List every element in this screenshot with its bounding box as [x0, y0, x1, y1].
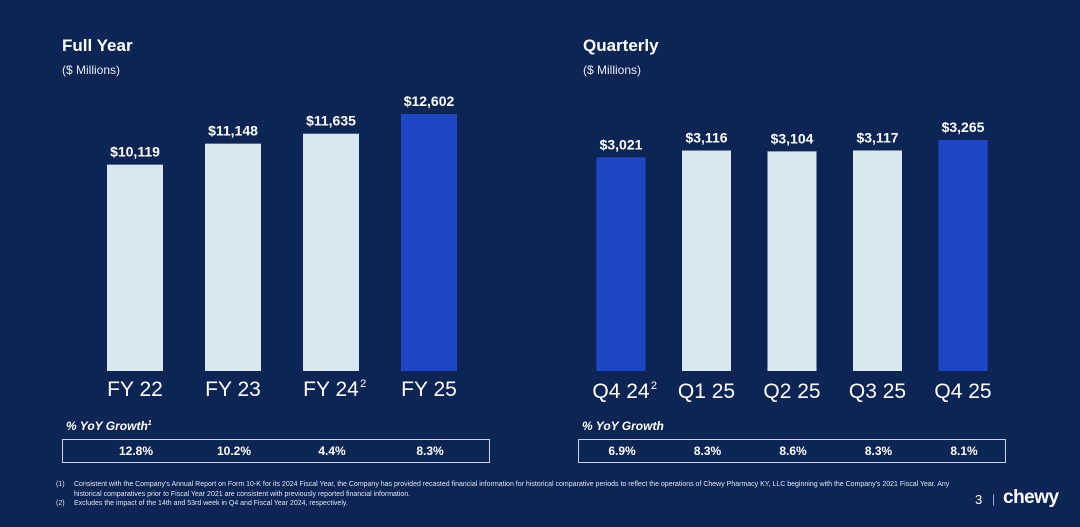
full-year-value-label: $11,635 — [306, 113, 356, 129]
quarterly-growth-value: 8.3% — [693, 444, 722, 458]
separator: | — [992, 492, 996, 506]
quarterly-bar-q3-25 — [853, 150, 902, 371]
quarterly-tick-label: Q2 25 — [763, 380, 820, 403]
full-year-growth-heading: % YoY Growth1 — [66, 419, 152, 433]
quarterly-value-label: $3,116 — [685, 130, 727, 146]
quarterly-growth-heading: % YoY Growth — [582, 419, 664, 433]
full-year-growth-row: 12.8% 10.2% 4.4% 8.3% — [62, 439, 490, 463]
quarterly-growth-value: 8.6% — [779, 444, 807, 458]
quarterly-tick-label: Q4 25 — [934, 380, 991, 403]
quarterly-value-label: $3,265 — [942, 119, 985, 135]
full-year-bar-fy-22 — [107, 164, 163, 371]
quarterly-bar-q1-25 — [682, 150, 731, 371]
quarterly-subtitle: ($ Millions) — [583, 63, 642, 77]
full-year-tick-superscript: 2 — [360, 378, 366, 390]
quarterly-value-label: $3,021 — [600, 136, 643, 152]
quarterly-value-label: $3,104 — [771, 130, 814, 146]
full-year-value-label: $10,119 — [110, 144, 160, 160]
footnotes: (1) Consistent with the Company's Annual… — [56, 480, 956, 509]
full-year-tick-label: FY 25 — [401, 378, 457, 401]
footnote-1: (1) Consistent with the Company's Annual… — [56, 481, 950, 498]
full-year-growth-value: 12.8% — [118, 444, 154, 458]
full-year-tick-label: FY 24 — [303, 378, 359, 401]
quarterly-growth-value: 8.1% — [950, 444, 978, 458]
quarterly-tick-label: Q4 24 — [592, 380, 650, 403]
full-year-growth-value: 10.2% — [216, 444, 252, 458]
quarterly-growth-value: 8.3% — [864, 444, 893, 458]
footnote-2: (2) Excludes the impact of the 14th and … — [56, 500, 348, 507]
full-year-growth-value: 4.4% — [318, 444, 346, 458]
quarterly-tick-superscript: 2 — [651, 380, 657, 392]
quarterly-tick-label: Q3 25 — [849, 380, 906, 403]
full-year-tick-label: FY 22 — [107, 378, 163, 401]
quarterly-bar-q2-25 — [767, 151, 817, 371]
full-year-bar-fy-24 — [303, 133, 359, 371]
quarterly-value-label: $3,117 — [856, 129, 898, 145]
full-year-title: Full Year — [62, 36, 133, 55]
quarterly-growth-value: 6.9% — [608, 444, 636, 458]
chewy-logo: chewy — [1003, 487, 1059, 508]
quarterly-growth-row: 6.9% 8.3% 8.6% 8.3% 8.1% — [578, 439, 1006, 463]
quarterly-tick-label: Q1 25 — [678, 380, 735, 403]
quarterly-title: Quarterly — [583, 36, 659, 55]
full-year-value-label: $11,148 — [208, 123, 258, 139]
full-year-bar-fy-23 — [205, 143, 261, 371]
quarterly-bar-q4-25 — [938, 140, 988, 371]
quarterly-bar-q4-24 — [596, 157, 646, 371]
full-year-bar-fy-25 — [401, 114, 457, 371]
full-year-value-label: $12,602 — [404, 93, 455, 109]
full-year-tick-label: FY 23 — [205, 378, 261, 401]
page-number: 3 — [975, 492, 983, 507]
full-year-growth-value: 8.3% — [416, 444, 444, 458]
full-year-subtitle: ($ Millions) — [62, 63, 121, 77]
